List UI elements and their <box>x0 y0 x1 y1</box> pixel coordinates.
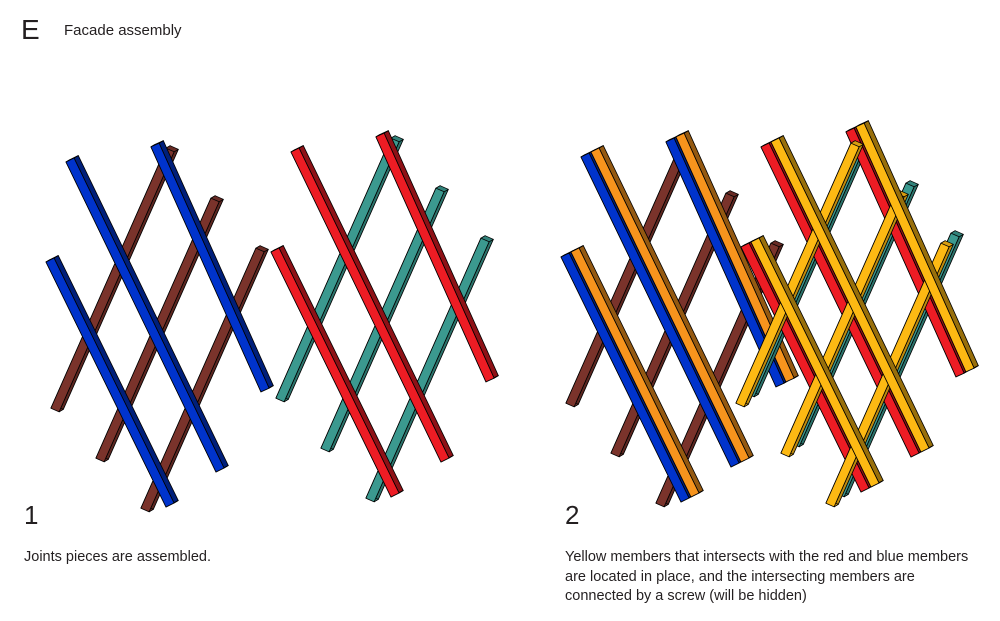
panel2-right <box>736 121 978 507</box>
panel2-left <box>561 131 798 507</box>
panel1-right <box>271 131 498 502</box>
page: E Facade assembly 1 Joints pieces are as… <box>0 0 1000 621</box>
panel1-left <box>46 141 273 512</box>
assembly-diagram <box>0 0 1000 621</box>
